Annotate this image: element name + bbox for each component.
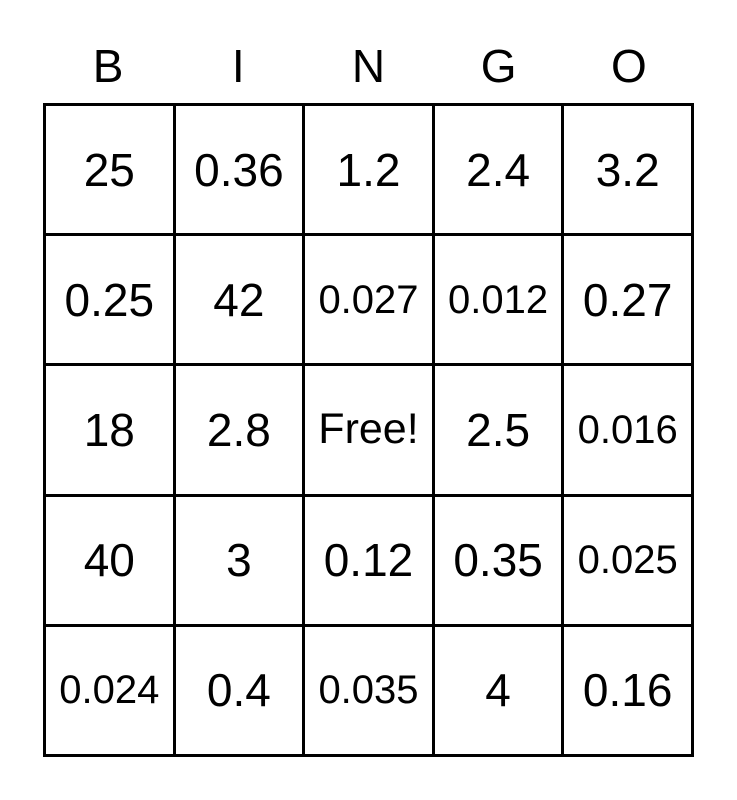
bingo-cell[interactable]: 0.36 [175, 106, 303, 234]
bingo-cell[interactable]: 0.35 [434, 496, 562, 624]
column-letter-b: B [92, 40, 124, 92]
bingo-cell[interactable]: 0.024 [46, 626, 173, 754]
bingo-cell[interactable]: 1.2 [305, 106, 432, 234]
bingo-cell[interactable]: 2.4 [434, 106, 562, 234]
bingo-cell[interactable]: 0.035 [305, 626, 432, 754]
bingo-cell[interactable]: 42 [175, 236, 303, 364]
bingo-cell[interactable]: 0.27 [564, 236, 691, 364]
bingo-cell[interactable]: 4 [434, 626, 562, 754]
bingo-cell[interactable]: 0.016 [564, 366, 691, 494]
bingo-cell[interactable]: 0.012 [434, 236, 562, 364]
bingo-cell[interactable]: 3.2 [564, 106, 691, 234]
column-letter-i: I [231, 40, 245, 92]
column-letter-n: N [351, 40, 386, 92]
bingo-cell[interactable]: 2.5 [434, 366, 562, 494]
bingo-cell[interactable]: 0.025 [564, 496, 691, 624]
column-letter-g: G [480, 40, 517, 92]
bingo-cell[interactable]: 0.027 [305, 236, 432, 364]
bingo-cell[interactable]: 40 [46, 496, 173, 624]
bingo-cell[interactable]: 2.8 [175, 366, 303, 494]
column-letter-o: O [611, 40, 647, 92]
bingo-cell[interactable]: 25 [46, 106, 173, 234]
free-cell[interactable]: Free! [305, 366, 432, 494]
bingo-cell[interactable]: 3 [175, 496, 303, 624]
bingo-cell[interactable]: 0.12 [305, 496, 432, 624]
bingo-header: B I N G O [43, 36, 694, 96]
bingo-cell[interactable]: 0.4 [175, 626, 303, 754]
bingo-card: B I N G O 25 0.36 1.2 2.4 3.2 0.25 42 0.… [43, 36, 694, 757]
bingo-cell[interactable]: 0.25 [46, 236, 173, 364]
bingo-cell[interactable]: 0.16 [564, 626, 691, 754]
bingo-grid: 25 0.36 1.2 2.4 3.2 0.25 42 0.027 0.012 … [43, 103, 694, 757]
bingo-cell[interactable]: 18 [46, 366, 173, 494]
